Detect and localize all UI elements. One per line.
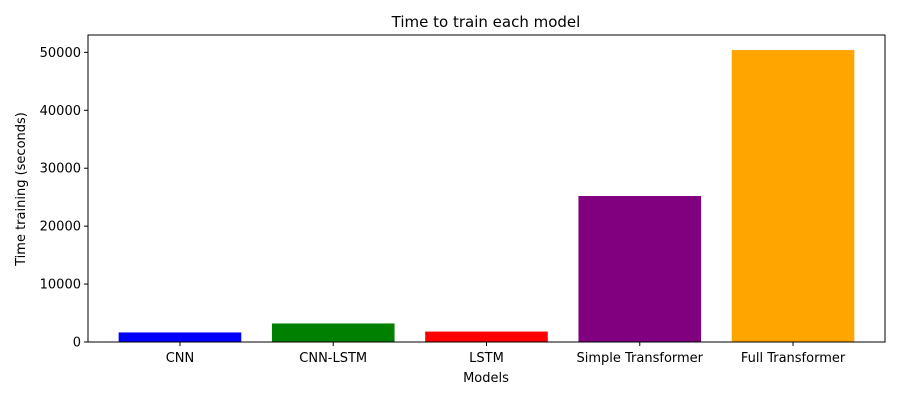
y-tick-label: 10000 (40, 278, 81, 293)
y-tick-label: 0 (73, 336, 81, 351)
bar-full-transformer (731, 50, 855, 343)
plot-frame (87, 34, 886, 343)
bar-simple-transformer (578, 196, 702, 342)
bar-cnn-lstm (271, 323, 395, 342)
bars-group (118, 50, 855, 343)
x-axis-label: Models (463, 371, 509, 386)
y-tick-label: 40000 (40, 104, 81, 119)
y-axis-label: Time training (seconds) (14, 112, 29, 267)
x-tick-label: LSTM (469, 351, 504, 366)
bar-cnn (118, 332, 242, 342)
y-axis-ticks: 0 10000 20000 30000 40000 50000 (40, 46, 88, 351)
x-tick-label: Simple Transformer (577, 351, 704, 366)
x-axis-ticks: CNN CNN-LSTM LSTM Simple Transformer Full Tr… (166, 342, 846, 366)
x-tick-label: Full Transformer (741, 351, 846, 366)
x-tick-label: CNN-LSTM (299, 351, 367, 366)
y-tick-label: 30000 (40, 162, 81, 177)
bar-lstm (425, 331, 548, 342)
y-tick-label: 50000 (40, 46, 81, 61)
y-tick-label: 20000 (40, 220, 81, 235)
x-tick-label: CNN (166, 351, 195, 366)
chart-title: Time to train each model (391, 13, 581, 31)
